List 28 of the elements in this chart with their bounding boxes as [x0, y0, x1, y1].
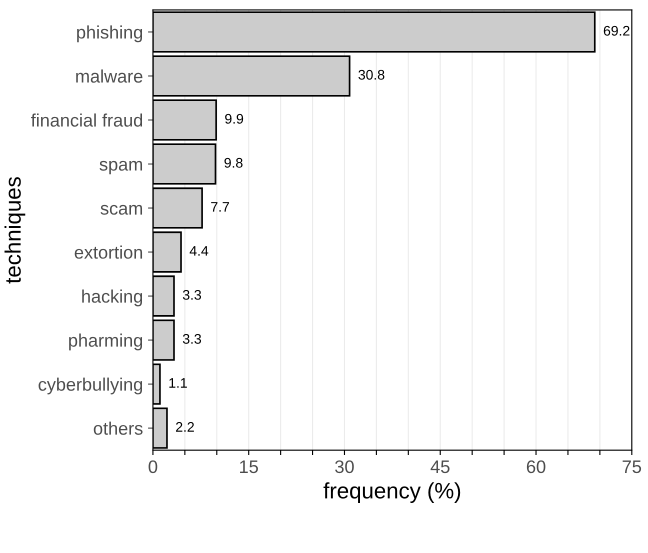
y-tick-label: phishing — [77, 25, 142, 42]
data-label: 1.1 — [169, 378, 187, 388]
data-label: 2.2 — [176, 422, 194, 432]
data-label: 7.7 — [211, 202, 230, 212]
y-tick-label: cyberbullying — [38, 378, 142, 394]
x-tick-label: 45 — [430, 460, 450, 474]
data-label: 69.2 — [604, 26, 630, 36]
y-tick-label: hacking — [82, 290, 142, 306]
x-tick-label: 60 — [526, 460, 546, 474]
y-tick-label: pharming — [69, 334, 142, 350]
data-label: 3.3 — [182, 334, 202, 344]
data-label: 30.8 — [358, 70, 384, 80]
x-tick-label: 15 — [240, 460, 258, 474]
y-tick-label: extortion — [74, 246, 142, 259]
y-tick-label: malware — [76, 69, 142, 83]
y-tick-label: spam — [100, 160, 142, 174]
y-tick-label: financial fraud — [31, 113, 142, 127]
y-tick-label: others — [94, 422, 143, 435]
x-tick-label: 75 — [622, 460, 642, 474]
x-tick-label: 30 — [335, 460, 354, 474]
x-axis-title: frequency (%) — [324, 482, 460, 503]
data-label: 4.4 — [190, 246, 208, 256]
y-tick-label: scam — [100, 204, 142, 215]
data-label: 3.3 — [182, 290, 202, 300]
x-tick-label: 0 — [148, 460, 158, 474]
y-axis-title: techniques — [4, 177, 26, 284]
data-label: 9.8 — [224, 158, 243, 168]
data-label: 9.9 — [225, 114, 244, 124]
